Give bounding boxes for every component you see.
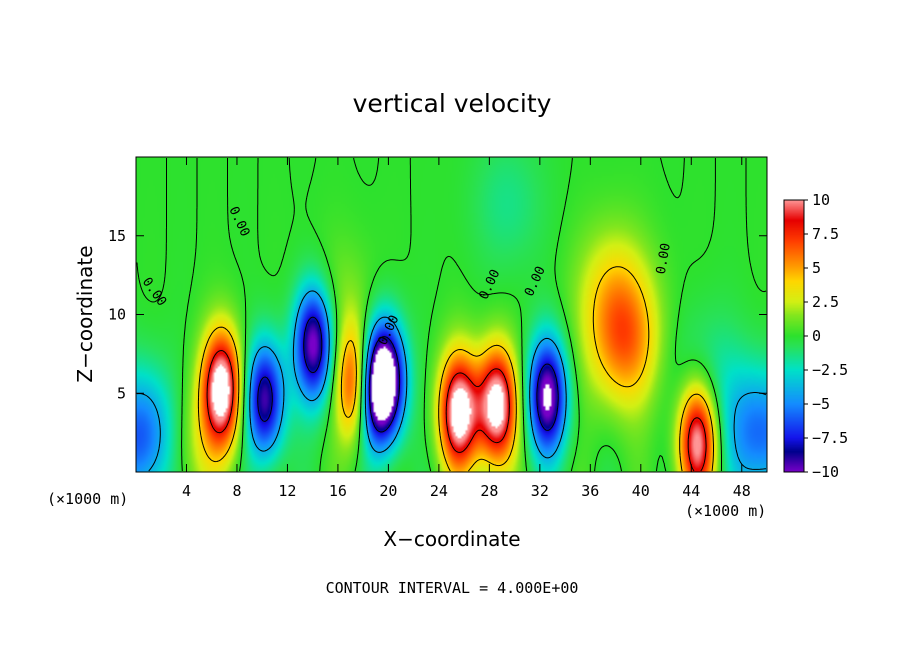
x-tick-label: 24: [430, 482, 448, 500]
colorbar-tick-label: 7.5: [812, 225, 839, 243]
contour-line: [197, 266, 714, 472]
y-tick-label: 5: [117, 384, 126, 402]
x-tick-label: 32: [531, 482, 549, 500]
colorbar-gradient: [784, 200, 804, 472]
plot-area: 0.000.000.000.00 0.000.00 4 8 12 16 20 24 28 32 3…: [108, 156, 768, 500]
x-tick-label: 8: [232, 482, 241, 500]
colorbar-tick-label: 10: [812, 191, 830, 209]
x-tick-label: 16: [329, 482, 347, 500]
contour-line: [206, 350, 707, 472]
colorbar-tick-label: 2.5: [812, 293, 839, 311]
x-tick-label: 40: [632, 482, 650, 500]
x-unit-label: (×1000 m): [47, 490, 128, 508]
colorbar-tick-label: −7.5: [812, 429, 848, 447]
colorbar-tick-label: 0: [812, 327, 821, 345]
contour-lines: [136, 157, 767, 472]
x-ticks: 4 8 12 16 20 24 28 32 36 40 44 48: [182, 157, 751, 500]
x-axis-title: X−coordinate: [383, 527, 520, 551]
heatmap-image: [136, 157, 767, 472]
contour-line: [257, 316, 559, 433]
x-unit-label-right: (×1000 m): [685, 502, 766, 520]
colorbar-ticks: 10 7.5 5 2.5 0 −2.5 −5 −7.5 −10: [804, 191, 848, 481]
contour-line: [136, 157, 767, 472]
y-tick-label: 15: [108, 227, 126, 245]
x-tick-label: 20: [379, 482, 397, 500]
colorbar-tick-label: −2.5: [812, 361, 848, 379]
colorbar-tick-label: −10: [812, 463, 839, 481]
x-tick-label: 44: [682, 482, 700, 500]
contour-label: 0.00: [654, 242, 674, 275]
x-tick-label: 12: [278, 482, 296, 500]
y-ticks: 5 10 15: [108, 227, 767, 402]
x-tick-label: 36: [581, 482, 599, 500]
contour-interval-note: CONTOUR INTERVAL = 4.000E+00: [326, 579, 579, 597]
x-tick-label: 48: [733, 482, 751, 500]
x-tick-label: 4: [182, 482, 191, 500]
colorbar: 10 7.5 5 2.5 0 −2.5 −5 −7.5 −10: [783, 191, 848, 481]
y-axis-title: Z−coordinate: [73, 245, 97, 382]
y-tick-label: 10: [108, 306, 126, 324]
contour-line: [136, 290, 767, 472]
colorbar-tick-label: 5: [812, 259, 821, 277]
colorbar-tick-label: −5: [812, 395, 830, 413]
chart-title: vertical velocity: [353, 89, 552, 118]
x-tick-label: 28: [480, 482, 498, 500]
